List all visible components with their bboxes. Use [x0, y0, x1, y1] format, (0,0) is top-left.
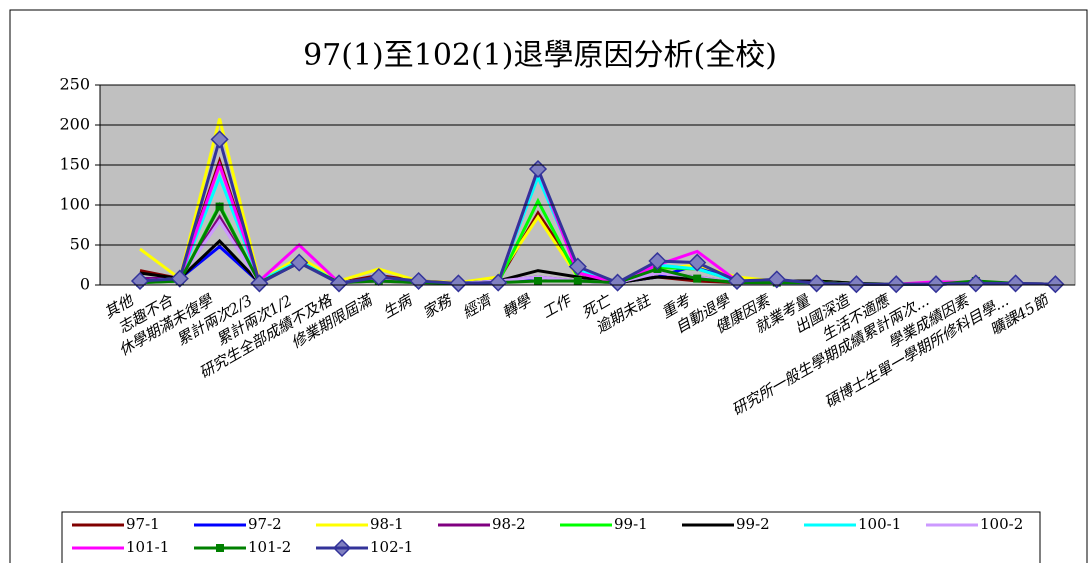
point [170, 269, 189, 288]
point [693, 274, 702, 283]
legend-label: 101-1 [126, 538, 169, 556]
legend-label: 99-2 [736, 515, 770, 533]
point [449, 274, 468, 293]
y-tick-label: 0 [80, 275, 90, 294]
plot-area [99, 84, 1076, 286]
y-tick-label: 250 [59, 75, 90, 94]
legend [61, 511, 1041, 563]
point [250, 274, 269, 293]
point [215, 202, 224, 211]
point [568, 257, 587, 276]
legend-label: 98-1 [370, 515, 404, 533]
legend-label: 101-2 [248, 538, 291, 556]
legend-label: 102-1 [370, 538, 413, 556]
point [966, 274, 985, 293]
point [688, 253, 707, 272]
point [290, 253, 309, 272]
y-tick-label: 150 [59, 155, 90, 174]
point [767, 270, 786, 289]
legend-label: 100-1 [858, 515, 901, 533]
point [847, 275, 866, 294]
point [807, 274, 826, 293]
point [608, 273, 627, 292]
point [926, 275, 946, 294]
y-tick-label: 100 [59, 195, 90, 214]
point [1046, 275, 1065, 294]
point [1006, 274, 1025, 293]
series-layer [130, 118, 1065, 558]
point [534, 277, 542, 285]
y-tick-label: 50 [70, 235, 90, 254]
point [210, 130, 229, 149]
legend-label: 100-2 [980, 515, 1023, 533]
point [887, 275, 906, 294]
point [489, 273, 508, 292]
legend-label: 98-2 [492, 515, 526, 533]
chart-title: 97(1)至102(1)退學原因分析(全校) [303, 38, 777, 73]
legend-label: 99-1 [614, 515, 648, 533]
point [648, 251, 667, 271]
point [573, 277, 582, 285]
y-tick-label: 200 [59, 115, 90, 134]
legend-label: 97-1 [126, 515, 160, 533]
legend-label: 97-2 [248, 515, 282, 533]
point [329, 274, 349, 293]
